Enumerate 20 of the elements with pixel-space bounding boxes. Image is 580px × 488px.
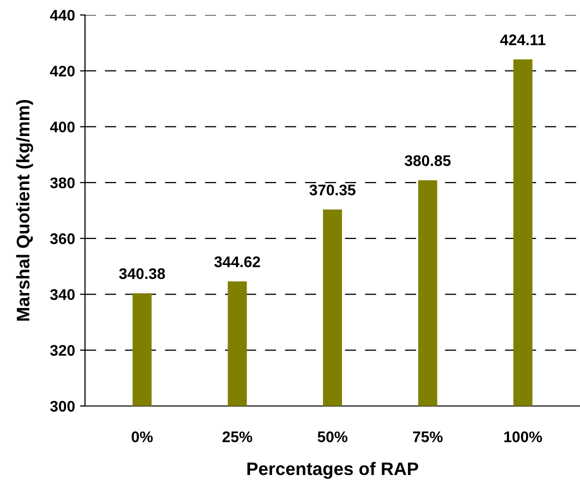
data-label: 380.85 — [404, 155, 451, 166]
x-axis-title: Percentages of RAP — [247, 462, 418, 479]
y-tick-label: 320 — [50, 345, 75, 356]
x-tick-label: 0% — [132, 431, 153, 442]
data-label: 424.11 — [500, 34, 546, 46]
y-tick-label: 440 — [50, 10, 75, 21]
y-axis-title: Marshal Quotient (kg/mm) — [16, 100, 34, 321]
x-tick-label: 75% — [413, 431, 443, 442]
x-tick-label: 100% — [504, 431, 542, 442]
y-tick-label: 380 — [50, 177, 75, 188]
x-tick-label: 50% — [318, 431, 348, 442]
y-tick-label: 420 — [50, 66, 75, 77]
y-tick-label: 340 — [50, 289, 75, 300]
y-tick-label: 360 — [50, 233, 75, 244]
x-tick-label: 25% — [222, 431, 252, 442]
y-tick-label: 300 — [50, 400, 75, 412]
y-tick-label: 400 — [50, 122, 75, 132]
data-label: 344.62 — [214, 256, 260, 268]
data-label: 340.38 — [119, 268, 166, 280]
data-label: 370.35 — [309, 184, 356, 196]
